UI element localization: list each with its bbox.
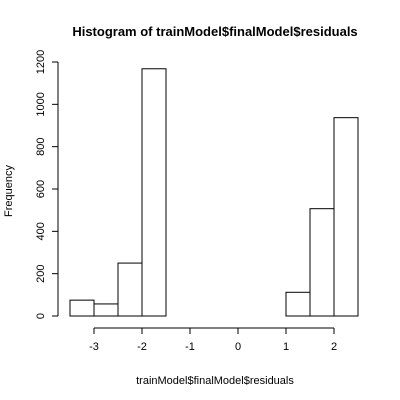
y-tick-label: 0 [35, 313, 47, 319]
x-tick-label: 1 [283, 341, 289, 353]
x-tick-label: 2 [331, 341, 337, 353]
y-tick-label: 800 [35, 137, 47, 155]
y-axis-label: Frequency [3, 165, 15, 217]
y-axis: 0 200 400 600 800 1000 1200 [35, 50, 59, 319]
histogram-bar [333, 117, 359, 317]
x-tick-label: -2 [137, 341, 147, 353]
histogram-bar [285, 291, 311, 317]
x-tick-label: 0 [235, 341, 241, 353]
y-tick-label: 200 [35, 264, 47, 282]
x-axis-label: trainModel$finalModel$residuals [136, 375, 294, 387]
y-tick-label: 400 [35, 222, 47, 240]
histogram-bar [309, 208, 335, 317]
x-tick-label: -3 [89, 341, 99, 353]
x-axis: -3 -2 -1 0 1 2 [89, 327, 337, 353]
y-tick-label: 1000 [35, 92, 47, 116]
y-tick-label: 1200 [35, 50, 47, 74]
histogram-bar [117, 262, 143, 317]
histogram-bar [69, 299, 95, 317]
bars-group [69, 68, 359, 317]
x-tick-label: -1 [185, 341, 195, 353]
y-tick-label: 600 [35, 180, 47, 198]
chart-title: Histogram of trainModel$finalModel$resid… [72, 24, 357, 39]
histogram-bar [93, 303, 119, 317]
histogram-bar [141, 68, 167, 317]
